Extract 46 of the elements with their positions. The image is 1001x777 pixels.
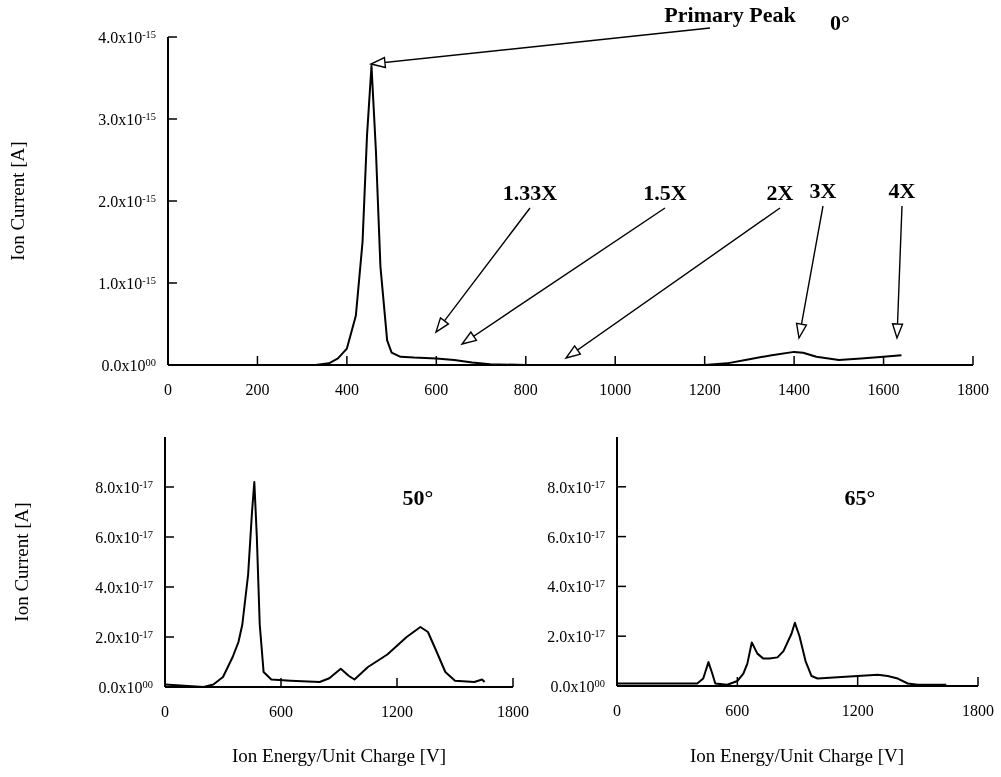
x-tick-label: 1800: [962, 702, 994, 719]
y-tick-label: 6.0x10$^{-17}$: [547, 528, 605, 546]
x-tick-label: 1400: [778, 381, 811, 398]
x-tick-label: 1200: [381, 703, 413, 720]
y-axis-title: Ion Current [A]: [7, 141, 28, 261]
x-tick-label: 200: [245, 381, 270, 398]
y-tick-label: 0.0x10$^{00}$: [98, 678, 153, 696]
text: 0°: [830, 10, 850, 35]
x-tick-label: 400: [334, 381, 359, 398]
x-tick-label: 800: [513, 381, 538, 398]
x-tick-label: 600: [424, 381, 449, 398]
annotation: 2X: [766, 180, 794, 205]
annotation: 65°: [844, 485, 876, 510]
x-tick-label: 1800: [957, 381, 989, 398]
y-tick-label: 1.0x10$^{-15}$: [98, 274, 156, 292]
x-tick-label: 1200: [688, 381, 721, 398]
annotation: 1.33X: [502, 180, 558, 205]
y-tick-label: 4.0x10$^{-17}$: [547, 577, 605, 596]
y-tick-label: 4.0x10$^{-15}$: [98, 28, 156, 46]
x-tick-label: 600: [269, 703, 293, 720]
x-tick-label: 0: [613, 702, 621, 719]
y-tick-label: 3.0x10$^{-15}$: [98, 110, 156, 128]
annotation: 4X: [888, 178, 916, 203]
y-tick-label: 4.0x10$^{-17}$: [95, 578, 153, 596]
y-tick-label: 2.0x10$^{-15}$: [98, 192, 156, 210]
annotation: 50°: [402, 485, 434, 510]
x-tick-label: 0: [161, 703, 169, 720]
y-tick-label: 6.0x10$^{-17}$: [95, 528, 153, 546]
y-tick-label: 2.0x10$^{-17}$: [547, 627, 605, 646]
annotation: 3X: [809, 178, 837, 203]
x-tick-label: 1800: [497, 703, 529, 720]
x-axis-title: Ion Energy/Unit Charge [V]: [231, 745, 447, 766]
x-tick-label: 0: [164, 381, 172, 398]
x-tick-label: 1200: [841, 702, 874, 719]
x-tick-label: 600: [725, 702, 750, 719]
x-axis-title: Ion Energy/Unit Charge [V]: [689, 745, 905, 766]
y-tick-label: 8.0x10$^{-17}$: [95, 478, 153, 496]
x-tick-label: 1000: [599, 381, 632, 398]
y-tick-label: 0.0x10$^{00}$: [101, 356, 156, 374]
y-tick-label: 8.0x10$^{-17}$: [547, 478, 605, 496]
text: Primary Peak: [664, 2, 797, 27]
x-tick-label: 1600: [867, 381, 900, 398]
annotation: 1.5X: [643, 180, 687, 205]
y-tick-label: 0.0x10$^{00}$: [550, 677, 605, 695]
y-axis-title: Ion Current [A]: [11, 502, 32, 622]
y-tick-label: 2.0x10$^{-17}$: [95, 628, 153, 646]
